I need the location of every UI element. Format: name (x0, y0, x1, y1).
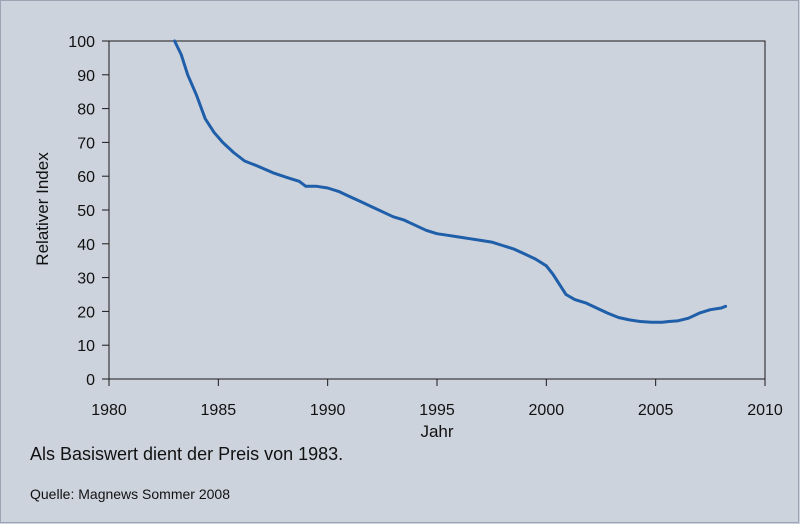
plot-area (108, 40, 766, 380)
y-axis: 0 10 20 30 40 50 60 70 80 90 100 (68, 34, 109, 389)
y-tick-label: 100 (68, 34, 95, 51)
x-tick-label: 2000 (529, 402, 565, 419)
y-tick-label: 80 (77, 102, 95, 119)
y-tick-label: 20 (77, 304, 95, 321)
x-tick-label: 1985 (201, 402, 237, 419)
x-tick-label: 1990 (310, 402, 346, 419)
plot-border (108, 40, 766, 380)
y-tick-label: 40 (77, 237, 95, 254)
y-tick-label: 70 (77, 135, 95, 152)
y-tick-label: 10 (77, 338, 95, 355)
source-citation: Quelle: Magnews Sommer 2008 (30, 486, 230, 502)
series-line (173, 39, 728, 324)
x-axis: 1980 1985 1990 1995 2000 2005 2010 (91, 379, 783, 419)
line-chart: 0 10 20 30 40 50 60 70 80 90 100 1980 1985 1990 1995 2… (33, 34, 783, 440)
y-tick-label: 0 (86, 372, 95, 389)
y-axis-label: Relativer Index (33, 152, 52, 266)
x-tick-label: 2010 (747, 402, 783, 419)
x-axis-label: Jahr (420, 422, 453, 440)
y-tick-label: 60 (77, 169, 95, 186)
y-tick-label: 50 (77, 203, 95, 220)
x-tick-label: 1980 (91, 402, 127, 419)
chart-note: Als Basiswert dient der Preis von 1983. (30, 444, 344, 464)
series-layer (173, 39, 728, 324)
y-tick-label: 90 (77, 68, 95, 85)
x-tick-label: 2005 (638, 402, 674, 419)
y-tick-label: 30 (77, 271, 95, 288)
x-tick-label: 1995 (419, 402, 455, 419)
